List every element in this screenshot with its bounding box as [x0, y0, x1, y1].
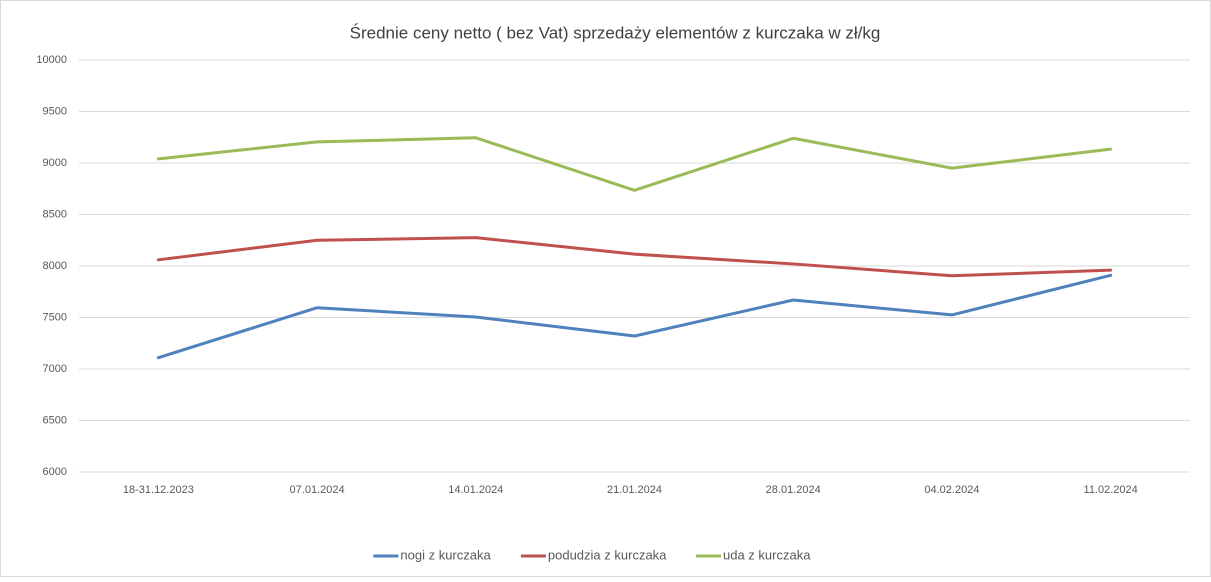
y-tick-label: 6500	[43, 414, 67, 426]
y-tick-label: 10000	[36, 54, 67, 66]
legend: nogi z kurczaka podudzia z kurczaka uda z …	[373, 547, 811, 562]
x-tick-label: 28.01.2024	[766, 484, 821, 496]
y-tick-label: 8500	[43, 208, 67, 220]
x-tick-label: 21.01.2024	[607, 484, 662, 496]
y-tick-label: 8000	[43, 260, 67, 272]
y-tick-label: 9500	[43, 105, 67, 117]
legend-label: podudzia z kurczaka	[548, 547, 667, 562]
x-tick-label: 18-31.12.2023	[123, 484, 194, 496]
x-tick-label: 07.01.2024	[290, 484, 345, 496]
y-tick-label: 7000	[43, 363, 67, 375]
y-tick-label: 6000	[43, 466, 67, 478]
series-line	[156, 136, 1113, 192]
x-tick-label: 14.01.2024	[448, 484, 503, 496]
series-line	[156, 273, 1113, 360]
legend-label: nogi z kurczaka	[400, 547, 491, 562]
x-tick-label: 11.02.2024	[1084, 484, 1138, 496]
legend-label: uda z kurczaka	[723, 547, 811, 562]
x-tick-label: 04.02.2024	[924, 484, 979, 496]
series-line	[156, 236, 1113, 278]
y-tick-label: 9000	[43, 157, 67, 169]
chart-title: Średnie ceny netto ( bez Vat) sprzedaży …	[350, 23, 881, 42]
y-tick-label: 7500	[43, 311, 67, 323]
